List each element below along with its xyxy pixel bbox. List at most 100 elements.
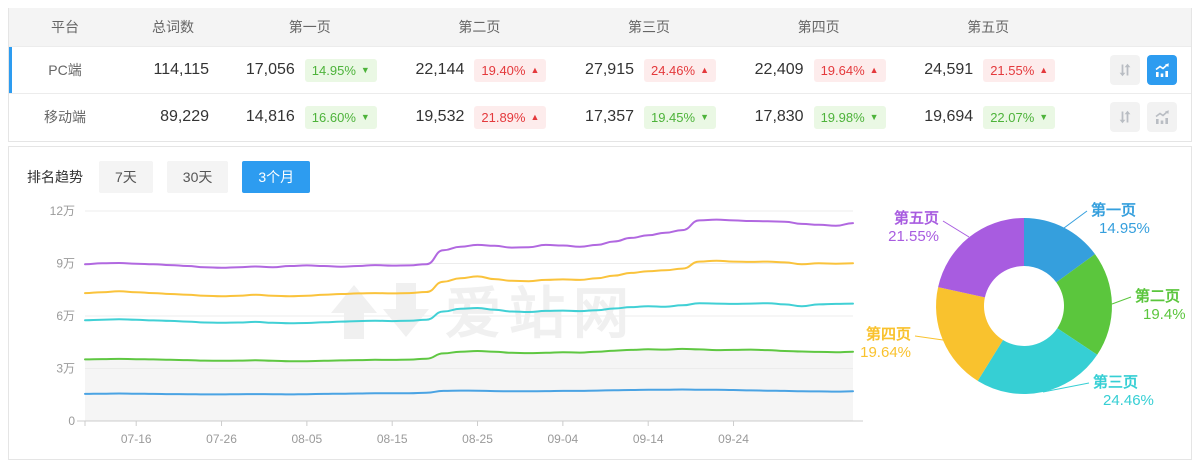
page2-cell: 22,144 19.40% ▲: [395, 58, 565, 82]
change-badge: 24.46% ▲: [643, 58, 716, 82]
svg-text:09-24: 09-24: [718, 432, 749, 446]
svg-text:6万: 6万: [56, 309, 75, 323]
change-badge: 16.60% ▼: [304, 105, 377, 129]
page3-cell: 27,915 24.46% ▲: [564, 58, 734, 82]
svg-text:第三页: 第三页: [1093, 373, 1138, 391]
change-badge: 19.98% ▼: [813, 105, 886, 129]
change-badge: 21.55% ▲: [983, 58, 1056, 82]
svg-text:第五页: 第五页: [894, 209, 939, 227]
trend-arrow-icon: ▲: [1039, 64, 1049, 75]
donut-slice: [938, 218, 1024, 298]
trend-chart-icon: [1155, 110, 1169, 124]
svg-text:12万: 12万: [50, 204, 75, 218]
tab-3months[interactable]: 3个月: [242, 161, 311, 193]
change-pct: 19.98%: [820, 109, 865, 125]
total-words: 114,115: [153, 61, 209, 78]
header-page5: 第五页: [967, 19, 1010, 35]
up-down-arrows-icon: [1119, 63, 1131, 77]
header-page4: 第四页: [797, 19, 840, 35]
svg-text:09-14: 09-14: [633, 432, 664, 446]
svg-text:9万: 9万: [56, 257, 75, 271]
change-badge: 22.07% ▼: [983, 105, 1056, 129]
change-pct: 19.64%: [820, 62, 865, 78]
svg-text:09-04: 09-04: [548, 432, 579, 446]
trend-chart-button[interactable]: [1147, 55, 1177, 85]
svg-text:08-05: 08-05: [292, 432, 323, 446]
total-words: 89,229: [160, 108, 209, 125]
page-count: 14,816: [245, 108, 295, 125]
page4-cell: 22,409 19.64% ▲: [734, 58, 904, 82]
rank-trend-panel: 排名趋势 7天 30天 3个月 0 3万 6万 9万 12万 爱站网 07-16 07-26 0…: [8, 146, 1192, 460]
trend-chart-icon: [1155, 63, 1169, 77]
svg-text:19.64%: 19.64%: [860, 344, 911, 361]
change-pct: 19.40%: [481, 62, 526, 78]
trend-arrow-icon: ▼: [700, 111, 709, 122]
table-row-1[interactable]: 移动端 89,229 14,816 16.60% ▼ 19,532 21.89% ▲…: [9, 93, 1191, 140]
change-pct: 24.46%: [650, 62, 696, 78]
svg-text:14.95%: 14.95%: [1099, 220, 1150, 237]
change-badge: 19.40% ▲: [474, 58, 547, 82]
svg-text:第四页: 第四页: [866, 325, 911, 343]
svg-text:爱站网: 爱站网: [445, 282, 637, 345]
svg-text:第二页: 第二页: [1135, 287, 1180, 305]
header-page1: 第一页: [288, 19, 331, 35]
page5-cell: 24,591 21.55% ▲: [903, 58, 1073, 82]
change-pct: 22.07%: [990, 109, 1035, 125]
change-badge: 14.95% ▼: [304, 58, 377, 82]
page4-cell: 17,830 19.98% ▼: [734, 105, 904, 129]
trend-arrow-icon: ▲: [700, 64, 709, 75]
page-count: 17,056: [245, 61, 295, 78]
header-total: 总词数: [152, 19, 194, 35]
donut-slice: [936, 287, 1003, 381]
trend-arrow-icon: ▲: [530, 111, 540, 122]
header-platform: 平台: [51, 19, 79, 35]
change-badge: 19.45% ▼: [643, 105, 716, 129]
page-distribution-donut: 第一页 14.95% 第二页 19.4% 第三页 24.46% 第四页 19.64% 第五页 21…: [859, 181, 1191, 457]
tab-7days[interactable]: 7天: [99, 161, 153, 193]
page-count: 17,357: [585, 108, 634, 125]
svg-text:19.4%: 19.4%: [1143, 306, 1186, 323]
trend-chart-button[interactable]: [1147, 102, 1177, 132]
page-count: 22,409: [754, 61, 804, 78]
change-badge: 19.64% ▲: [813, 58, 886, 82]
page1-cell: 14,816 16.60% ▼: [225, 105, 395, 129]
header-page3: 第三页: [627, 19, 670, 35]
table-row-0[interactable]: PC端 114,115 17,056 14.95% ▼ 22,144 19.40%…: [9, 46, 1191, 93]
donut-slice: [977, 328, 1098, 395]
table-header: 平台 总词数 第一页 第二页 第三页 第四页 第五页: [9, 8, 1191, 46]
page-count: 24,591: [924, 61, 974, 78]
aizhan-watermark: 爱站网: [331, 282, 637, 345]
svg-text:第一页: 第一页: [1091, 201, 1136, 219]
compare-button[interactable]: [1110, 102, 1140, 132]
page-count: 19,694: [924, 108, 974, 125]
change-pct: 16.60%: [311, 109, 356, 125]
page-count: 27,915: [585, 61, 634, 78]
svg-text:07-16: 07-16: [121, 432, 152, 446]
svg-text:24.46%: 24.46%: [1103, 392, 1154, 409]
trend-toolbar: 排名趋势 7天 30天 3个月: [9, 147, 1191, 193]
trend-line-chart: 0 3万 6万 9万 12万 爱站网 07-16 07-26 08-05 08-15 08-25 09…: [13, 181, 897, 457]
header-page2: 第二页: [458, 19, 501, 35]
page2-cell: 19,532 21.89% ▲: [395, 105, 565, 129]
page5-cell: 19,694 22.07% ▼: [903, 105, 1073, 129]
change-pct: 21.89%: [481, 109, 526, 125]
page-count: 19,532: [415, 108, 465, 125]
compare-button[interactable]: [1110, 55, 1140, 85]
page3-cell: 17,357 19.45% ▼: [564, 105, 734, 129]
trend-arrow-icon: ▼: [360, 111, 370, 122]
donut-slice: [1056, 254, 1112, 355]
svg-text:08-25: 08-25: [462, 432, 493, 446]
change-pct: 21.55%: [990, 62, 1035, 78]
svg-text:0: 0: [68, 414, 75, 428]
trend-title: 排名趋势: [27, 169, 83, 185]
up-down-arrows-icon: [1119, 110, 1131, 124]
rank-table-panel: 平台 总词数 第一页 第二页 第三页 第四页 第五页 PC端 114,115 1…: [8, 8, 1192, 142]
svg-text:3万: 3万: [56, 362, 75, 376]
tab-30days[interactable]: 30天: [166, 161, 229, 193]
trend-arrow-icon: ▼: [360, 64, 370, 75]
donut-slice: [1024, 218, 1095, 283]
trend-arrow-icon: ▼: [869, 111, 879, 122]
trend-arrow-icon: ▲: [869, 64, 879, 75]
trend-arrow-icon: ▼: [1039, 111, 1049, 122]
